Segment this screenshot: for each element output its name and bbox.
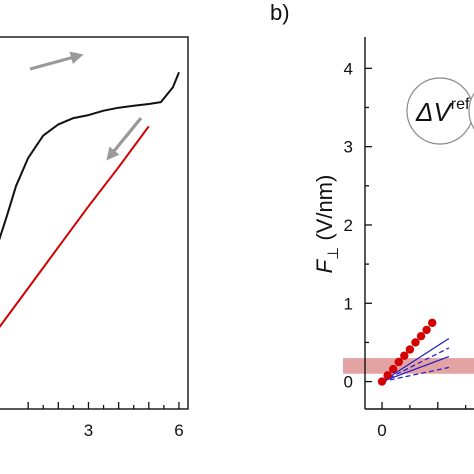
panel-b-red-point bbox=[411, 338, 420, 347]
panel-b-y-axis-title: F⊥ (V/nm) bbox=[312, 175, 342, 274]
inset-circles: ΔVref bbox=[406, 77, 474, 145]
panel-a-arrow-down-left bbox=[106, 116, 143, 161]
panel-a-series-black-line bbox=[0, 71, 180, 241]
panel-b-label: b) bbox=[270, 0, 290, 25]
panel-b-y-tick-label: 2 bbox=[344, 216, 353, 235]
panel-b-ticks: 0 1 2 3 4 0 bbox=[344, 59, 467, 440]
panel-b: b) F⊥ (V/nm) ΔVref 0 1 2 3 4 0 bbox=[270, 0, 474, 440]
panel-b-blue-lines bbox=[381, 338, 450, 383]
panel-b-red-point bbox=[405, 345, 415, 354]
panel-b-red-point bbox=[383, 371, 392, 380]
panel-b-blue-line-2 bbox=[381, 347, 450, 383]
panel-a-series-red-line bbox=[0, 125, 150, 328]
panel-b-red-point bbox=[394, 357, 403, 367]
panel-b-highlight-band bbox=[343, 358, 474, 374]
panel-b-red-point bbox=[422, 325, 431, 335]
panel-b-red-point bbox=[377, 377, 387, 386]
inset-circle-right bbox=[468, 92, 474, 130]
panel-b-red-point bbox=[388, 364, 398, 374]
panel-a-frame bbox=[0, 36, 189, 410]
panel-a-series bbox=[0, 71, 180, 328]
panel-b-red-point bbox=[400, 351, 409, 360]
panel-a-x-tick-label: 6 bbox=[174, 421, 183, 440]
panel-b-red-point bbox=[416, 331, 426, 341]
panel-a-x-tick-label: 3 bbox=[84, 421, 93, 440]
panel-b-y-tick-label: 1 bbox=[344, 294, 353, 313]
panel-b-red-points bbox=[377, 318, 437, 386]
panel-a-arrow-right bbox=[29, 51, 84, 71]
panel-b-x-tick-label: 0 bbox=[377, 421, 386, 440]
panel-b-y-tick-label: 4 bbox=[344, 59, 353, 78]
panel-b-blue-line-3 bbox=[381, 355, 450, 383]
panel-b-red-point bbox=[427, 318, 437, 328]
inset-delta-v-label: ΔVref bbox=[415, 96, 470, 127]
panel-a-arrows bbox=[29, 51, 143, 161]
panel-b-blue-line-1 bbox=[381, 338, 450, 383]
panel-b-y-tick-label: 0 bbox=[344, 373, 353, 392]
panel-b-blue-line-4 bbox=[381, 366, 450, 383]
panel-b-y-tick-label: 3 bbox=[344, 138, 353, 157]
